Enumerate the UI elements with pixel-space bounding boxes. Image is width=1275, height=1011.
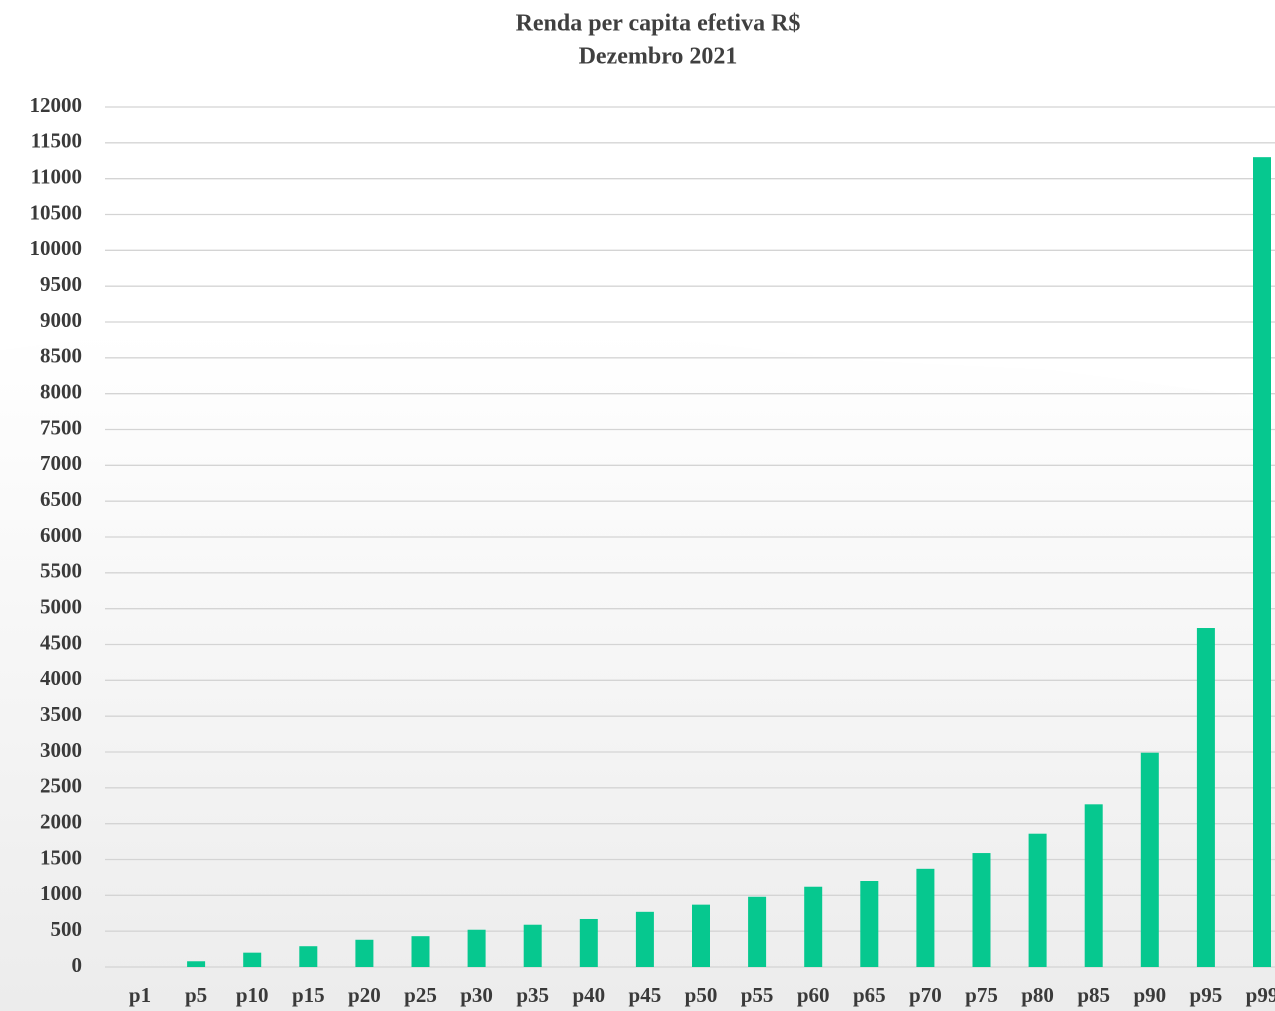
x-tick-label: p10 (236, 983, 269, 1007)
y-tick-label: 7000 (40, 451, 82, 475)
bar (355, 940, 373, 967)
y-tick-label: 4000 (40, 666, 82, 690)
bar (187, 961, 205, 967)
y-tick-label: 5500 (40, 559, 82, 583)
x-tick-label: p15 (292, 983, 325, 1007)
x-tick-label: p35 (516, 983, 549, 1007)
y-tick-label: 9500 (40, 272, 82, 296)
y-tick-label: 8000 (40, 379, 82, 403)
x-tick-label: p5 (185, 983, 207, 1007)
y-tick-label: 0 (72, 953, 83, 977)
y-tick-label: 11000 (31, 164, 82, 188)
bar (860, 881, 878, 967)
bar (580, 919, 598, 967)
bar (1141, 753, 1159, 967)
x-tick-label: p80 (1021, 983, 1054, 1007)
chart: Renda per capita efetiva R$ Dezembro 202… (0, 0, 1275, 1011)
bar (299, 946, 317, 967)
bar (804, 887, 822, 967)
y-tick-label: 2000 (40, 809, 82, 833)
chart-subtitle: Dezembro 2021 (579, 44, 738, 70)
y-tick-label: 10000 (30, 236, 83, 260)
y-tick-label: 10500 (30, 200, 83, 224)
page: Renda per capita efetiva R$ Dezembro 202… (0, 0, 1275, 1011)
x-tick-label: p95 (1190, 983, 1223, 1007)
bar (412, 936, 430, 967)
y-tick-label: 3000 (40, 738, 82, 762)
bar (916, 869, 934, 967)
x-tick-label: p40 (572, 983, 605, 1007)
bar (1253, 157, 1271, 967)
y-tick-label: 3500 (40, 702, 82, 726)
y-tick-label: 1500 (40, 845, 82, 869)
x-tick-label: p55 (741, 983, 774, 1007)
bar (1085, 804, 1103, 967)
bar (243, 953, 261, 967)
x-tick-label: p60 (797, 983, 830, 1007)
x-tick-label: p85 (1077, 983, 1110, 1007)
y-tick-label: 8500 (40, 344, 82, 368)
y-tick-label: 12000 (30, 93, 83, 117)
x-tick-label: p30 (460, 983, 493, 1007)
y-tick-label: 7500 (40, 415, 82, 439)
bar (1197, 628, 1215, 967)
chart-title: Renda per capita efetiva R$ (516, 11, 801, 37)
x-tick-label: p1 (129, 983, 151, 1007)
x-tick-label: p99 (1246, 983, 1275, 1007)
x-tick-label: p25 (404, 983, 437, 1007)
bar (636, 912, 654, 967)
background-photo (0, 330, 1275, 1011)
bar (692, 905, 710, 967)
x-tick-label: p20 (348, 983, 381, 1007)
bar (748, 897, 766, 967)
bar (973, 853, 991, 967)
x-tick-label: p65 (853, 983, 886, 1007)
y-tick-label: 1000 (40, 881, 82, 905)
y-tick-label: 11500 (31, 129, 82, 153)
y-tick-label: 6000 (40, 523, 82, 547)
x-tick-label: p45 (629, 983, 662, 1007)
bar (1029, 834, 1047, 967)
bar (524, 925, 542, 967)
x-tick-label: p70 (909, 983, 942, 1007)
y-tick-label: 9000 (40, 308, 82, 332)
y-tick-label: 2500 (40, 774, 82, 798)
y-tick-label: 5000 (40, 594, 82, 618)
x-tick-label: p90 (1133, 983, 1166, 1007)
y-tick-label: 500 (51, 917, 83, 941)
y-tick-label: 4500 (40, 630, 82, 654)
x-tick-label: p75 (965, 983, 998, 1007)
bar (468, 930, 486, 967)
y-tick-label: 6500 (40, 487, 82, 511)
x-tick-label: p50 (685, 983, 718, 1007)
